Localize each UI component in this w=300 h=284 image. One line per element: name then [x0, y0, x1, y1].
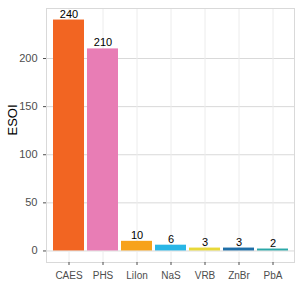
svg-text:50: 50 [25, 196, 37, 208]
svg-text:100: 100 [19, 148, 37, 160]
svg-text:NaS: NaS [161, 270, 181, 281]
svg-text:0: 0 [31, 244, 37, 256]
svg-text:2: 2 [270, 237, 276, 249]
svg-text:3: 3 [202, 236, 208, 248]
svg-text:LiIon: LiIon [126, 270, 148, 281]
svg-text:10: 10 [131, 229, 143, 241]
svg-text:150: 150 [19, 100, 37, 112]
svg-text:6: 6 [168, 233, 174, 245]
svg-text:240: 240 [60, 8, 78, 20]
svg-text:CAES: CAES [55, 270, 83, 281]
svg-text:3: 3 [236, 236, 242, 248]
svg-text:PHS: PHS [93, 270, 114, 281]
svg-text:ZnBr: ZnBr [228, 270, 250, 281]
svg-text:PbA: PbA [264, 270, 283, 281]
svg-text:VRB: VRB [195, 270, 216, 281]
svg-text:200: 200 [19, 52, 37, 64]
svg-text:210: 210 [94, 36, 112, 48]
svg-text:ESOI: ESOI [5, 104, 20, 135]
